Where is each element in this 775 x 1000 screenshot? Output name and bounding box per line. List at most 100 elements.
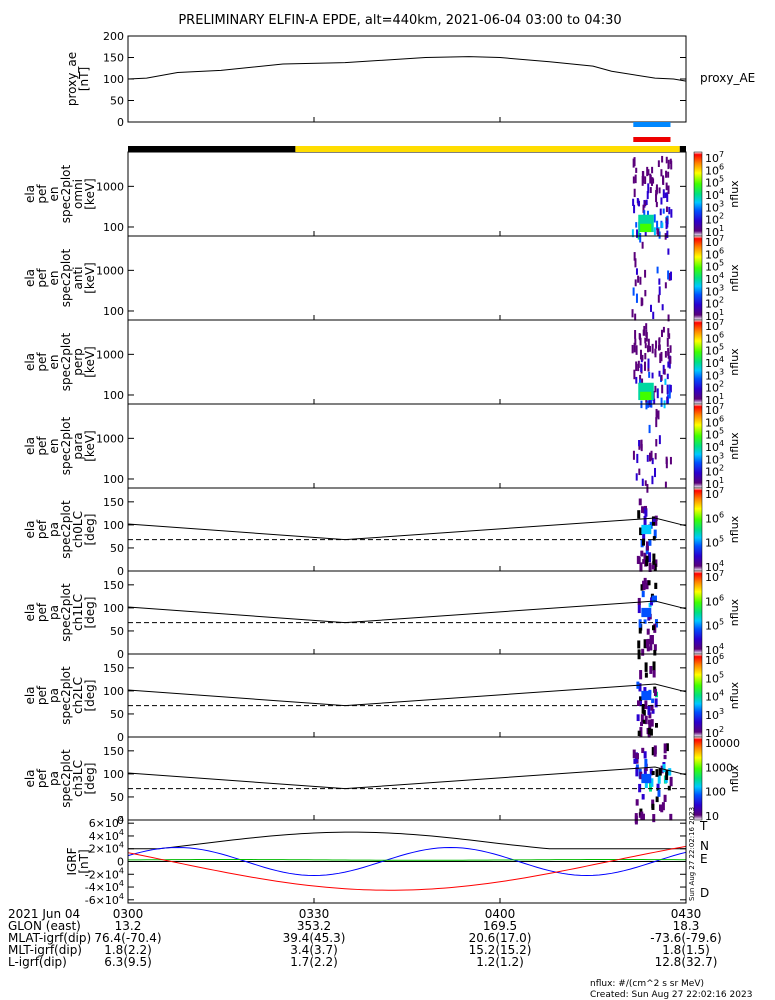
spectrogram-cell (653, 214, 656, 223)
spectrogram-cell (632, 287, 635, 296)
spectrogram-cell (644, 200, 647, 207)
pitch-angle-cell (657, 774, 661, 784)
spectrogram-cell (639, 349, 642, 360)
pitch-angle-cell (658, 768, 662, 776)
igrf-D-line (127, 845, 687, 891)
spectrogram-cell (639, 233, 642, 243)
orbit-bars (128, 122, 686, 152)
pitch-angle-cell (653, 595, 657, 603)
y-axis-label: [deg] (83, 597, 97, 629)
pitch-angle-cell (647, 727, 651, 735)
spectrogram-cell (656, 388, 659, 399)
spectrogram-cell (644, 230, 647, 237)
pitch-angle-cell (637, 603, 641, 614)
pitch-angle-cell (637, 510, 641, 519)
y-axis-label: ela (23, 185, 37, 203)
pitch-angle-cell (643, 577, 647, 584)
pitch-angle-cell (660, 765, 664, 774)
spectrogram-cell (645, 323, 648, 330)
spectrogram-cell (647, 169, 650, 176)
pitch-angle-cell (650, 778, 654, 787)
colorbar-label: nflux (728, 681, 741, 709)
pitch-angle-cell (651, 698, 655, 704)
y-axis-label: [nT] (77, 849, 91, 873)
spectrogram-cell (646, 454, 649, 462)
colorbar (693, 736, 703, 821)
igrf-vertical-stamp: Sun Aug 27 22:02:16 2023 (688, 807, 696, 901)
pitch-angle-cell (640, 811, 644, 821)
spectrogram-cell (635, 361, 638, 371)
pitch-angle-cell (635, 753, 639, 760)
pitch-angle-cell (641, 590, 645, 598)
spectrogram-cell (646, 166, 649, 177)
y-axis-label: ch2LC (71, 677, 85, 714)
x-tick-label: 0330 (299, 907, 330, 921)
spectrogram-cell (647, 338, 650, 348)
spectrogram-cell (646, 210, 649, 217)
pitch-angle-cell (647, 705, 651, 715)
ephemeris-value: 1.7(2.2) (290, 955, 338, 969)
spectrogram-cell (631, 229, 634, 238)
y-axis-label: [deg] (83, 680, 97, 712)
spectrogram-cell (636, 198, 639, 204)
y-axis-label: pef (35, 519, 49, 539)
spectrogram-cell (657, 410, 660, 420)
spectrogram-cell (665, 217, 668, 224)
colorbar-tick-label: 106 (705, 652, 724, 667)
spectrogram-cell (641, 354, 644, 361)
y-tick-label: 50 (110, 625, 124, 638)
colorbar-label: nflux (728, 764, 741, 792)
pitch-angle-cell (654, 559, 658, 567)
pitch-angle-cell (650, 719, 654, 727)
spectrogram-cell (660, 397, 663, 407)
spectrogram-cell (661, 304, 664, 311)
pitch-angle-cell (644, 672, 648, 678)
spectrogram-cell (665, 220, 668, 230)
pitch-angle-cell (649, 635, 653, 644)
y-tick-label: 50 (110, 95, 124, 108)
spectrogram-cell (658, 231, 661, 239)
y-tick-label: 100 (103, 685, 124, 698)
pitch-angle-cell (669, 813, 673, 821)
y-axis-label: [keV] (83, 346, 97, 377)
spectrogram-cell (644, 353, 647, 360)
pitch-angle-cell (654, 722, 658, 728)
spectrogram-cell (644, 343, 647, 349)
spectrogram-cell (658, 286, 661, 296)
spectrogram-cell (631, 344, 634, 354)
pitch-angle-cell (653, 563, 657, 572)
spectrogram-cell (644, 289, 647, 297)
pitch-angle-cell (653, 746, 657, 757)
ephemeris-value: 76.4(-70.4) (94, 931, 161, 945)
spectrogram-cell (661, 384, 664, 394)
pitch-angle-cell (641, 747, 645, 754)
y-tick-label: 100 (103, 73, 124, 86)
spectrogram-cell (650, 304, 653, 312)
y-axis-label: spec2plot (59, 583, 73, 642)
igrf-legend-D: D (700, 886, 709, 900)
y-axis-label: ch0LC (71, 511, 85, 548)
pitch-angle-cell (648, 539, 652, 546)
pitch-angle-cell (632, 749, 636, 759)
ephemeris-label: MLT-igrf(dip) (8, 943, 82, 957)
spectrogram-cell (667, 185, 670, 194)
spectrogram-core-peak (640, 391, 652, 401)
pitch-angle-cell (654, 619, 658, 628)
colorbar-tick-label: 106 (705, 510, 724, 525)
spectrogram-cell (653, 398, 656, 405)
spectrogram-cell (649, 173, 652, 184)
y-axis-label: spec2plot (59, 666, 73, 725)
pitch-angle-cell (645, 639, 649, 648)
created-footer: Created: Sun Aug 27 22:02:16 2023 (590, 990, 752, 1000)
y-tick-label: 150 (103, 52, 124, 65)
pitch-angle-cell (648, 721, 652, 731)
y-tick-label: 100 (103, 389, 124, 402)
y-tick-label: 100 (103, 221, 124, 234)
spectrogram-cell (632, 176, 635, 184)
colorbar-tick-label: 107 (705, 569, 724, 584)
y-axis-label: spec2plot (59, 416, 73, 475)
pitch-angle-cell (654, 518, 658, 526)
pitch-angle-cell (653, 644, 657, 651)
spectrogram-cell (633, 369, 636, 380)
